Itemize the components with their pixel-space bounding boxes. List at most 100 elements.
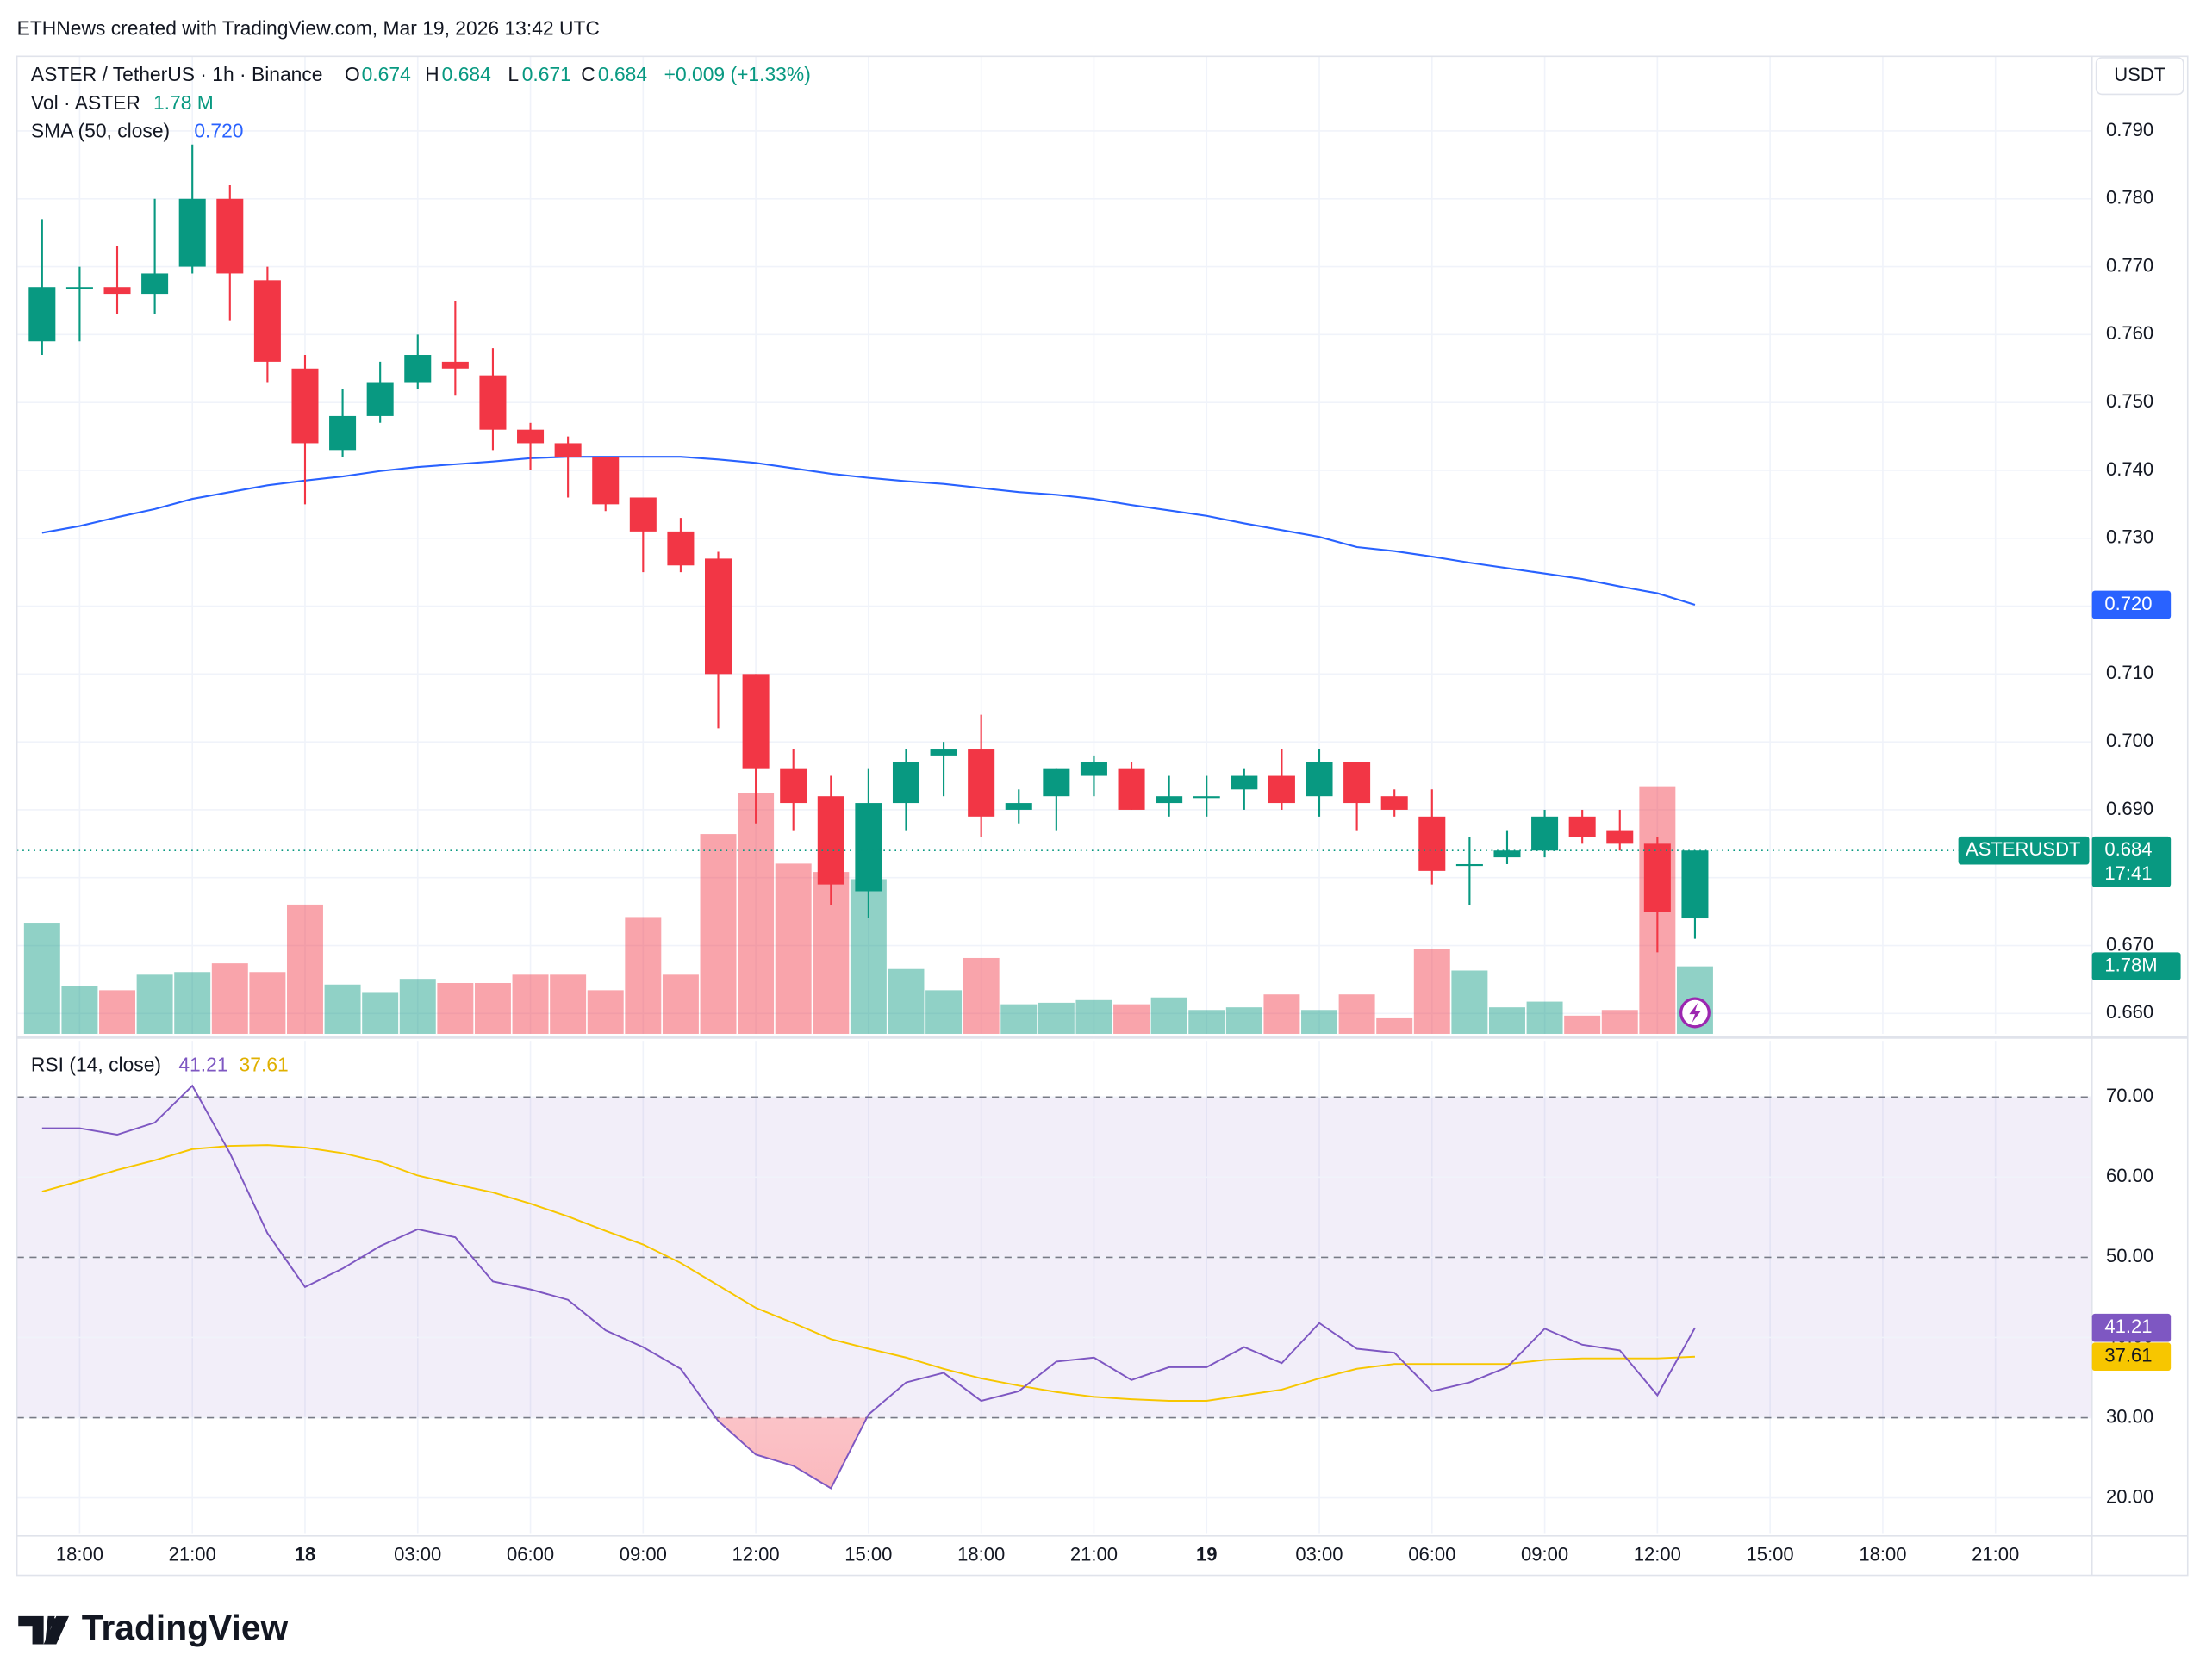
rsi-tick-label: 70.00 <box>2106 1085 2153 1106</box>
sma-tag: 0.720 <box>2104 593 2152 614</box>
candle-body <box>554 443 582 457</box>
candle-body <box>1493 850 1521 858</box>
l-label: L <box>508 63 519 85</box>
price-tag: 17:41 <box>2104 862 2152 884</box>
candle-body <box>1643 843 1671 912</box>
volume-bar <box>61 986 98 1034</box>
sma-name: SMA (50, close) <box>31 119 170 141</box>
logo: TradingView <box>18 1608 289 1647</box>
candle-body <box>1306 762 1333 797</box>
rsi-tag-bg <box>2091 1313 2172 1342</box>
volume-bar <box>775 863 812 1034</box>
volume-bar <box>324 984 361 1034</box>
rsi-tick-label: 30.00 <box>2106 1405 2153 1427</box>
volume-bar <box>1038 1002 1075 1034</box>
volume-bar <box>362 992 399 1034</box>
candle-body <box>1343 762 1371 804</box>
rsi-ma-tag-bg <box>2091 1342 2172 1372</box>
candle-body <box>1043 768 1070 797</box>
o-label: O <box>345 63 360 85</box>
candle-body <box>404 355 432 383</box>
x-tick-label: 21:00 <box>1070 1544 1118 1565</box>
volume-bar <box>587 990 624 1034</box>
volume-bar <box>1338 994 1375 1034</box>
volume-bar <box>550 974 587 1034</box>
l-value: 0.671 <box>522 63 571 85</box>
change: +0.009 (+1.33%) <box>664 63 811 85</box>
currency-box <box>2095 57 2184 96</box>
volume-tag-bg <box>2091 952 2181 980</box>
candle-body <box>817 796 844 885</box>
volume-bar <box>700 834 737 1034</box>
candle-body <box>742 674 770 769</box>
volume-bar <box>99 990 135 1034</box>
alert-bolt <box>1689 1003 1701 1023</box>
candle-body <box>1118 768 1145 810</box>
h-label: H <box>425 63 439 85</box>
y-tick-label: 0.780 <box>2106 187 2153 208</box>
volume-bar <box>136 974 173 1034</box>
y-tick-label: 0.660 <box>2106 1001 2153 1023</box>
x-tick-label: 06:00 <box>1408 1544 1455 1565</box>
logo-dot <box>47 1617 57 1627</box>
currency: USDT <box>2114 64 2165 85</box>
candle-body <box>780 768 807 804</box>
volume-bar <box>625 917 662 1034</box>
volume-bar <box>1188 1010 1225 1034</box>
x-tick-label: 12:00 <box>1634 1544 1681 1565</box>
volume-bar <box>23 923 60 1034</box>
candle-body <box>253 280 281 362</box>
volume-bar <box>1150 997 1187 1034</box>
x-tick-label: 09:00 <box>1521 1544 1568 1565</box>
rsi-tag: 41.21 <box>2104 1316 2152 1337</box>
candle-body <box>517 429 545 444</box>
price-tag-bg <box>2091 836 2172 887</box>
y-tick-label: 0.690 <box>2106 798 2153 819</box>
y-tick-label: 0.740 <box>2106 458 2153 480</box>
legend-sma: SMA (50, close) 0.720 <box>31 119 244 141</box>
rsi-tick-label: 20.00 <box>2106 1485 2153 1507</box>
volume-bar <box>1564 1015 1601 1034</box>
x-tick-label: 03:00 <box>1295 1544 1343 1565</box>
brand: TradingView <box>82 1608 289 1647</box>
volume-bar <box>399 979 436 1034</box>
rsi-value: 41.21 <box>178 1054 227 1076</box>
volume-bar <box>963 957 1000 1034</box>
candle-body <box>1606 830 1634 844</box>
volume-bar <box>287 904 323 1034</box>
x-tick-label: 03:00 <box>394 1544 441 1565</box>
candle-body <box>366 382 394 416</box>
y-tick-label: 0.700 <box>2106 730 2153 751</box>
outer-frame <box>16 55 2189 1577</box>
c-label: C <box>581 63 595 85</box>
candle-body <box>216 198 244 274</box>
candle-body <box>1681 850 1709 919</box>
volume-bar <box>1488 1007 1525 1034</box>
credit: ETHNews created with TradingView.com, Ma… <box>17 16 600 39</box>
x-tick-label: 12:00 <box>732 1544 780 1565</box>
legend-ohlc: ASTER / TetherUS · 1h · Binance O 0.674 … <box>31 63 811 85</box>
candle-body <box>1418 816 1446 871</box>
candle-body <box>329 415 357 451</box>
volume-bar <box>249 972 286 1034</box>
price-tag: 0.684 <box>2104 838 2152 860</box>
candle-body <box>592 457 620 505</box>
candle-body <box>441 361 469 369</box>
rsi-name: RSI (14, close) <box>31 1054 161 1076</box>
candle-body <box>1568 816 1596 837</box>
volume-name: Vol · ASTER <box>31 91 140 114</box>
rsi-tick-label: 50.00 <box>2106 1245 2153 1266</box>
candle-body <box>1380 796 1408 810</box>
y-tick-label: 0.670 <box>2106 933 2153 955</box>
x-tick-label: 15:00 <box>1747 1544 1794 1565</box>
candle-body <box>28 287 56 342</box>
candle-body <box>855 803 882 892</box>
o-value: 0.674 <box>362 63 411 85</box>
y-tick-label: 0.790 <box>2106 119 2153 140</box>
x-tick-label: 21:00 <box>169 1544 216 1565</box>
symbol: ASTER / TetherUS · 1h · Binance <box>31 63 323 85</box>
candle-body <box>968 749 995 817</box>
volume-bar <box>474 983 511 1034</box>
x-tick-label: 06:00 <box>507 1544 554 1565</box>
